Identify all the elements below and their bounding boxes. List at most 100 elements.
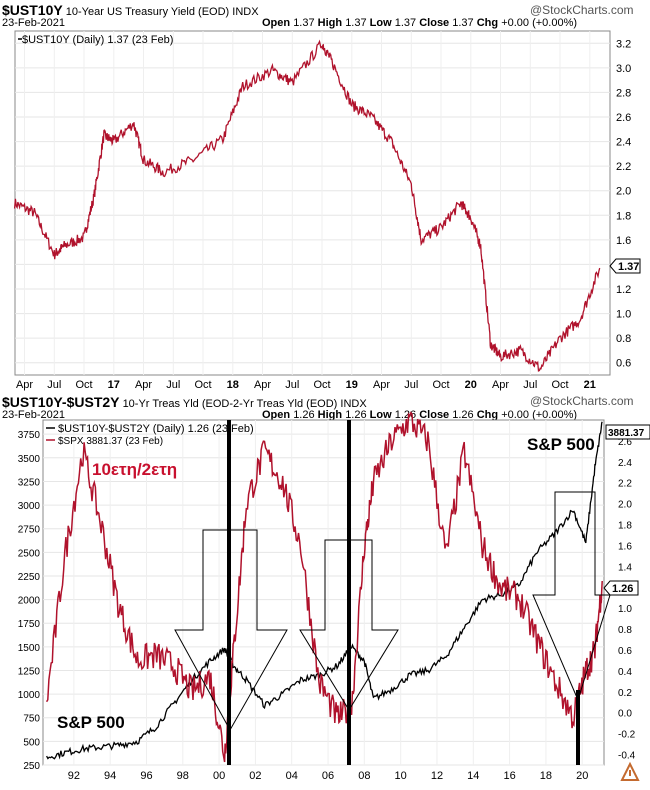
panel1-x-axis: Apr Jul Oct 17 Apr Jul Oct 18 Apr Jul Oct 19 Apr Jul O… [16,379,596,391]
down-arrow-1 [174,529,288,732]
open-value: 1.37 [293,17,315,29]
panel2-symbol: $UST10Y-$UST2Y [2,394,120,410]
low-value: 1.37 [394,17,417,29]
panel2-right-tick-label: 0.8 [618,625,632,636]
annotation-sp500-bottom: S&P 500 [57,713,125,732]
panel2-x-tick-label: 08 [358,770,370,782]
panel1-plot-frame [14,30,611,376]
panel2-x-tick-label: 94 [104,770,116,782]
panel2-x-tick-label: 12 [431,770,443,782]
panel2-left-tick-label: 250 [23,761,40,772]
panel2-left-tag-text: 3881.37 [608,428,645,439]
panel1-series [13,39,601,372]
panel2-spread-series [45,411,603,763]
panel1-x-tick-label: 18 [227,379,239,391]
chg-label: Chg [476,17,499,29]
panel2-x-tick-label: 06 [322,770,334,782]
panel2-left-tick-label: 1750 [18,619,41,630]
close-value: 1.26 [452,409,474,421]
spread-line [45,411,603,763]
panel2-x-tick-label: 98 [177,770,189,782]
panel1-x-tick-label: Apr [492,379,509,391]
panel2-left-tick-label: 1250 [18,666,41,677]
panel1-x-tick-label: Oct [313,379,330,391]
panel2-x-tick-label: 04 [286,770,298,782]
panel2-left-tag: 3881.37 [605,424,650,440]
panel2-x-tick-label: 14 [467,770,479,782]
down-arrow-2 [299,539,399,711]
panel2-x-tick-label: 16 [503,770,515,782]
panel2-left-tick-label: 1000 [18,690,41,701]
panel1-x-tick-label: Jul [47,379,61,391]
panel2-watermark: @StockCharts.com [530,394,634,408]
panel1-y-tick-label: 2.2 [616,161,631,173]
panel2-right-axis: 2.62.42.22.01.81.61.41.21.00.80.60.40.20… [618,437,636,762]
panel1-x-tick-label: Apr [16,379,33,391]
annotation-spread-label: 10ετη/2ετη [92,460,177,479]
panel2-exchange: INDX [340,398,367,410]
panel2-right-tick-label: -0.4 [618,751,636,762]
panel2-x-tick-label: 96 [140,770,152,782]
panel2-title: $UST10Y-$UST2Y 10-Yr Treas Yld (EOD-2-Yr… [2,394,367,410]
panel2-left-tick-label: 2250 [18,572,41,583]
high-label: High [317,17,343,29]
panel1-x-tick-label: 21 [584,379,596,391]
panel2-right-tick-label: 1.6 [618,541,632,552]
panel2-left-tick-label: 3000 [18,501,41,512]
panel2-date: 23-Feb-2021 [2,409,65,421]
panel1-description: 10-Year US Treasury Yield (EOD) [65,6,230,18]
panel2-legend-2: $SPX 3881.37 (23 Feb) [58,436,163,447]
panel1-exchange: INDX [232,6,259,18]
zoom-icon[interactable] [618,760,642,784]
panel1-y-tick-label: 2.6 [616,112,631,124]
panel2-description: 10-Yr Treas Yld (EOD-2-Yr Treas Yld (EOD… [122,398,338,410]
panel2-left-tick-label: 3500 [18,454,41,465]
panel1-x-tick-label: Oct [194,379,211,391]
panel2-right-tick-label: 2.6 [618,437,632,448]
low-label: Low [369,17,392,29]
annotation-sp500-top: S&P 500 [527,435,595,454]
open-label: Open [262,409,291,421]
up-arrow-3 [532,491,611,702]
chg-value: +0.00 (+0.00%) [501,17,578,29]
panel1-x-tick-label: Jul [404,379,418,391]
panel2-left-tick-label: 2500 [18,548,41,559]
panel2-right-tick-label: 0.0 [618,709,632,720]
close-label: Close [419,17,450,29]
panel2-right-tick-label: 2.2 [618,479,632,490]
panel2-left-tick-label: 500 [23,737,40,748]
panel1-y-tick-label: 1.6 [616,235,631,247]
panel1-x-tick-label: Jul [285,379,299,391]
high-label: High [317,409,343,421]
panel2-x-tick-label: 10 [395,770,407,782]
panel2-right-tick-label: 1.8 [618,521,632,532]
panel2-legend-1: $UST10Y-$UST2Y (Daily) 1.26 (23 Feb) [58,423,254,435]
panel1-y-tick-label: 3.0 [616,63,631,75]
panel2-ohlc: Open 1.26 High 1.26 Low 1.26 Close 1.26 … [262,409,577,421]
panel2-left-tick-label: 1500 [18,643,41,654]
panel1-grid [15,31,610,375]
panel2-right-tick-label: 1.4 [618,562,632,573]
panel2-left-tick-label: 750 [23,714,40,725]
panel1-x-tick-label: Oct [551,379,568,391]
panel1-title: $UST10Y 10-Year US Treasury Yield (EOD) … [2,2,259,18]
open-value: 1.26 [293,409,315,421]
panel2-right-tick-label: 1.0 [618,604,632,615]
panel1-x-tick-label: Apr [135,379,152,391]
panel1-y-tick-label: 2.8 [616,87,631,99]
panel2-right-tag-text: 1.26 [612,583,633,595]
panel1-x-tick-label: Apr [373,379,390,391]
panel1-last-value-text: 1.37 [618,261,639,273]
panel1-last-value-tag: 1.37 [609,258,641,274]
chg-label: Chg [476,409,499,421]
panel2-left-tick-label: 3250 [18,477,41,488]
panel2-x-tick-label: 20 [576,770,588,782]
panel1-y-tick-label: 2.4 [616,137,631,149]
panel1-y-tick-label: 0.6 [616,358,631,370]
panel1-y-tick-label: 1.2 [616,284,631,296]
recession-markers [227,420,580,765]
panel1-x-tick-label: Jul [166,379,180,391]
panel2-x-tick-label: 92 [68,770,80,782]
spx-line [46,421,603,760]
